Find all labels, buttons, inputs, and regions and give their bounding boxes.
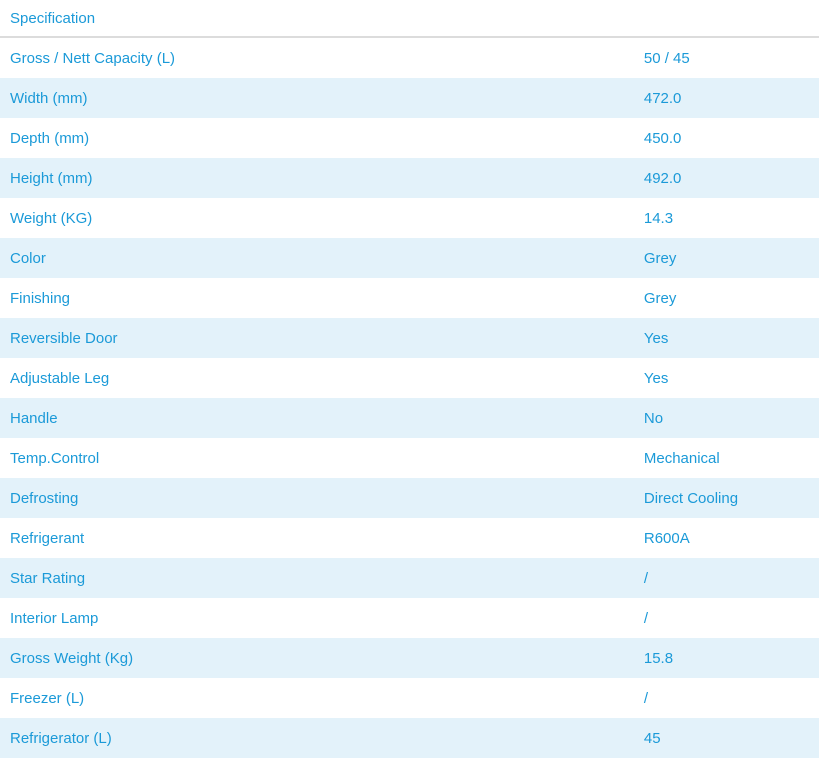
- table-row: Weight (KG) 14.3: [0, 198, 819, 238]
- spec-label: Height (mm): [0, 158, 644, 198]
- table-row: Refrigerant R600A: [0, 518, 819, 558]
- spec-value: 50 / 45: [643, 49, 690, 67]
- spec-label: Refrigerator (L): [0, 718, 644, 758]
- spec-value: 492.0: [643, 158, 819, 198]
- table-body: Gross / Nett Capacity (L) 50 / 45 Width (m…: [0, 37, 819, 758]
- spec-label: Refrigerant: [10, 529, 85, 547]
- table-row: Temp.Control Mechanical: [0, 438, 819, 478]
- table-row: Star Rating /: [0, 558, 819, 598]
- spec-label: Adjustable Leg: [10, 369, 110, 387]
- specification-heading: Specification: [0, 0, 819, 38]
- spec-label: Color: [0, 238, 644, 278]
- table-row: Width (mm) 472.0: [0, 78, 819, 118]
- table-row: Reversible Door Yes: [0, 318, 819, 358]
- table-row: Color Grey: [0, 238, 819, 278]
- spec-value: /: [643, 689, 649, 707]
- table-row: Freezer (L) /: [0, 678, 819, 718]
- spec-label: Gross Weight (Kg): [0, 638, 644, 678]
- table-row: Finishing Grey: [0, 278, 819, 318]
- spec-value: Grey: [643, 289, 677, 307]
- spec-value: 15.8: [643, 638, 819, 678]
- spec-label: Handle: [0, 398, 644, 438]
- spec-label: Interior Lamp: [10, 609, 99, 627]
- table-row: Depth (mm) 450.0: [0, 118, 819, 158]
- table-row: Handle No: [0, 398, 819, 438]
- table-header: Specification: [0, 0, 819, 38]
- spec-value: 14.3: [643, 209, 674, 227]
- spec-value: No: [643, 398, 819, 438]
- spec-value: Yes: [643, 318, 819, 358]
- spec-value: Yes: [643, 369, 669, 387]
- spec-value: /: [643, 609, 649, 627]
- spec-label: Star Rating: [0, 558, 644, 598]
- spec-value: Grey: [643, 238, 819, 278]
- spec-value: Direct Cooling: [643, 478, 819, 518]
- spec-label: Finishing: [10, 289, 71, 307]
- spec-label: Weight (KG): [10, 209, 93, 227]
- spec-label: Depth (mm): [10, 129, 90, 147]
- spec-value: /: [643, 558, 819, 598]
- spec-label: Temp.Control: [10, 449, 100, 467]
- spec-label: Freezer (L): [10, 689, 85, 707]
- table-row: Adjustable Leg Yes: [0, 358, 819, 398]
- spec-label: Width (mm): [0, 78, 644, 118]
- table-row: Refrigerator (L) 45: [0, 718, 819, 758]
- table-row: Gross / Nett Capacity (L) 50 / 45: [0, 37, 819, 78]
- table-row: Gross Weight (Kg) 15.8: [0, 638, 819, 678]
- spec-value: 450.0: [643, 129, 682, 147]
- spec-label: Reversible Door: [0, 318, 644, 358]
- spec-value: 45: [643, 718, 819, 758]
- spec-value: 472.0: [643, 78, 819, 118]
- spec-value: Mechanical: [643, 449, 720, 467]
- table-row: Interior Lamp /: [0, 598, 819, 638]
- table-row: Defrosting Direct Cooling: [0, 478, 819, 518]
- spec-label: Gross / Nett Capacity (L): [10, 49, 176, 67]
- table-row: Height (mm) 492.0: [0, 158, 819, 198]
- spec-value: R600A: [643, 529, 690, 547]
- spec-label: Defrosting: [0, 478, 644, 518]
